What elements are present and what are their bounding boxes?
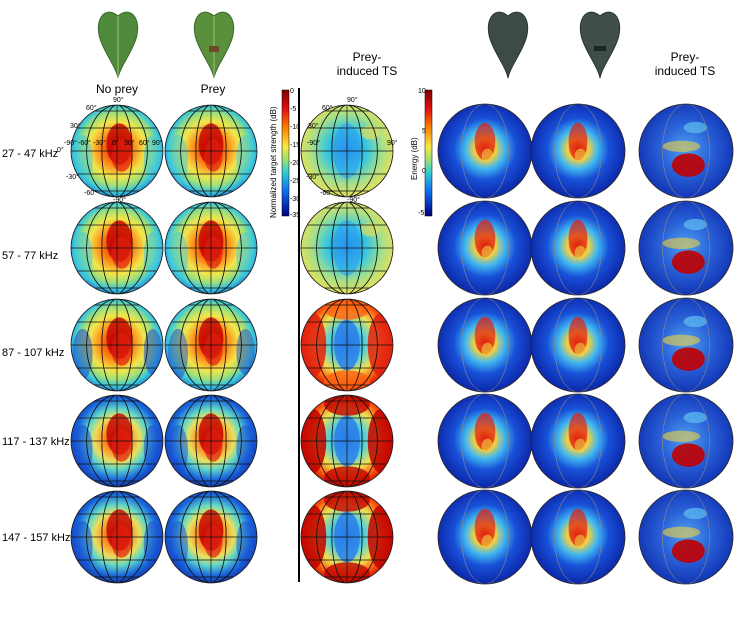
angle-lat-m30-label: -30°: [66, 174, 79, 181]
colorbar-left-tick-2: -10: [290, 124, 301, 131]
colorbar-right-tick-1: 5: [422, 128, 426, 135]
globe-prey-induced-row-2: [300, 201, 394, 295]
globe-prey-induced-row-5: [300, 490, 394, 584]
angle-lon-60-label: 60°: [139, 140, 150, 147]
pi-angle-lat-m30-label: -30°: [306, 174, 319, 181]
globe-prey-row-4: [164, 394, 258, 488]
globe-no-prey-row-3: [70, 298, 164, 392]
colorbar-right-tick-3: -5: [418, 210, 425, 217]
angle-lon-m60-label: -60°: [78, 140, 91, 147]
colorbar-left-tick-4: -20: [290, 160, 301, 167]
row-label-5: 147 - 157 kHz: [2, 532, 71, 544]
globe-no-prey-row-5: [70, 490, 164, 584]
globe-model-prey-row-5: [530, 489, 626, 585]
pi-angle-lon-m90-label: -90°: [307, 140, 320, 147]
angle-top-label: 90°: [113, 97, 124, 104]
column-title-no-prey: No prey: [95, 82, 139, 96]
angle-bottom-label: -90°: [113, 197, 126, 204]
globe-model-prey-induced-row-1: [638, 103, 734, 199]
column-title-prey: Prey: [200, 82, 226, 96]
globe-model-prey-row-2: [530, 200, 626, 296]
row-label-4: 117 - 137 kHz: [2, 436, 70, 448]
globe-model-prey-row-1: [530, 103, 626, 199]
angle-lon-90-label: 90°: [152, 140, 163, 147]
leaf-icon-prey: [193, 11, 235, 79]
colorbar-left-tick-1: -5: [290, 106, 297, 113]
colorbar-right: [424, 89, 433, 217]
globe-prey-row-1: [164, 104, 258, 198]
globe-model-no-prey-row-4: [437, 393, 533, 489]
angle-lat-30-label: 30°: [70, 123, 81, 130]
pi-angle-lon-90-label: 90°: [387, 140, 398, 147]
angle-lat-m60-label: -60°: [84, 190, 97, 197]
angle-lon-m30-label: -30°: [93, 140, 106, 147]
column-title-model-prey-induced-line2: induced TS: [654, 64, 716, 78]
pi-angle-top-label: 90°: [347, 97, 358, 104]
globe-model-no-prey-row-1: [437, 103, 533, 199]
column-title-prey-induced-line1: Prey-: [352, 50, 382, 64]
row-label-2: 57 - 77 kHz: [2, 250, 59, 262]
colorbar-left-tick-3: -15: [290, 142, 301, 149]
pi-angle-lat-m60-label: -60°: [320, 190, 333, 197]
globe-model-no-prey-row-2: [437, 200, 533, 296]
column-title-model-prey-induced-line1: Prey-: [670, 50, 700, 64]
leaf-icon-no-prey: [97, 11, 139, 79]
colorbar-left-tick-6: -30: [290, 196, 301, 203]
pi-angle-lat-60-label: 60°: [322, 105, 333, 112]
globe-prey-induced-row-4: [300, 394, 394, 488]
globe-prey-induced-row-3: [300, 298, 394, 392]
angle-lon-30-label: 30°: [124, 140, 135, 147]
colorbar-left: [281, 89, 290, 217]
colorbar-right-tick-2: 0: [422, 168, 426, 175]
colorbar-left-label: Normalized target strength (dB): [269, 106, 278, 218]
globe-model-prey-induced-row-4: [638, 393, 734, 489]
leaf-model-icon-prey: [579, 11, 621, 79]
colorbar-left-tick-5: -25: [290, 178, 301, 185]
colorbar-right-label: Energy (dB): [410, 137, 419, 180]
globe-model-prey-row-4: [530, 393, 626, 489]
globe-prey-row-3: [164, 298, 258, 392]
column-title-prey-induced-line2: induced TS: [336, 64, 398, 78]
colorbar-left-tick-7: -35: [290, 212, 301, 219]
angle-lon-0-label: 0°: [112, 140, 119, 147]
colorbar-right-tick-0: 10: [418, 88, 426, 95]
globe-no-prey-row-4: [70, 394, 164, 488]
angle-lat-0-label: 0°: [57, 147, 64, 154]
globe-model-prey-induced-row-2: [638, 200, 734, 296]
row-label-1: 27 - 47 kHz: [2, 148, 59, 160]
pi-angle-bottom-label: -90°: [347, 197, 360, 204]
globe-prey-induced-row-1: [300, 104, 394, 198]
globe-model-no-prey-row-5: [437, 489, 533, 585]
column-title-prey-induced: Prey- induced TS: [322, 50, 412, 78]
globe-model-prey-induced-row-3: [638, 297, 734, 393]
globe-no-prey-row-2: [70, 201, 164, 295]
globe-model-prey-induced-row-5: [638, 489, 734, 585]
globe-model-prey-row-3: [530, 297, 626, 393]
leaf-model-icon-no-prey: [487, 11, 529, 79]
pi-angle-lat-30-label: 30°: [308, 123, 319, 130]
globe-prey-row-2: [164, 201, 258, 295]
globe-model-no-prey-row-3: [437, 297, 533, 393]
colorbar-left-tick-0: 0: [290, 88, 294, 95]
globe-no-prey-row-1: [70, 104, 164, 198]
column-title-model-prey-induced: Prey- induced TS: [640, 50, 730, 78]
row-label-3: 87 - 107 kHz: [2, 347, 65, 359]
angle-lon-m90-label: -90°: [64, 140, 77, 147]
globe-prey-row-5: [164, 490, 258, 584]
angle-lat-60-label: 60°: [86, 105, 97, 112]
